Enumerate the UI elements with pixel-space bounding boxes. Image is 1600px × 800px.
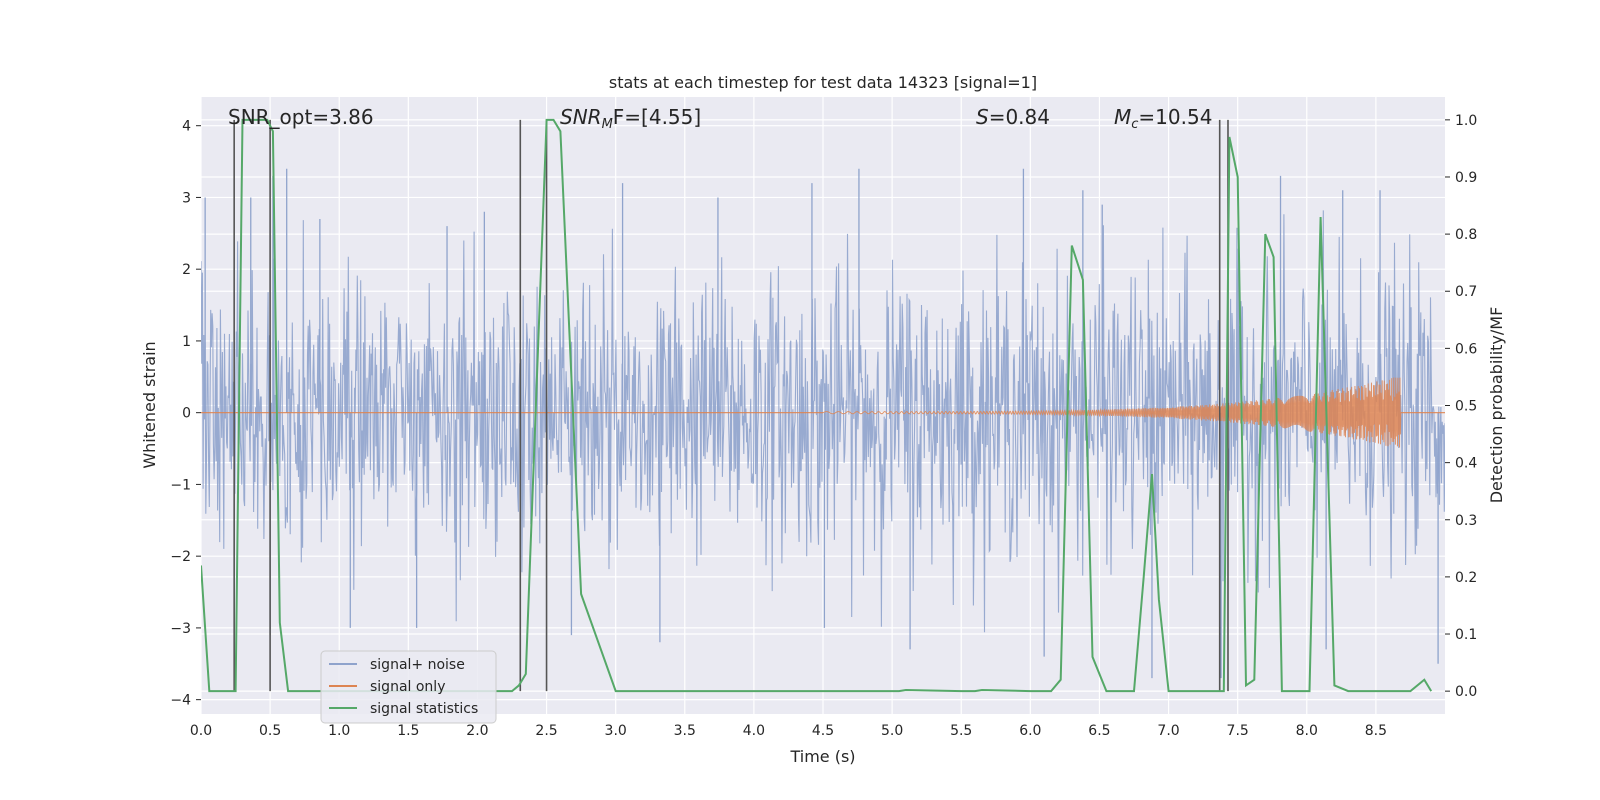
legend-label-signal-statistics: signal statistics	[370, 701, 478, 717]
x-tick-label-16: 8.0	[1296, 723, 1318, 739]
y-axis-ticks: −4 −3 −2 −1 0 1 2 3 4	[170, 119, 201, 709]
y-tick-label-6: 2	[182, 262, 191, 278]
x-tick-label-9: 4.5	[812, 723, 834, 739]
x-tick-label-11: 5.5	[950, 723, 972, 739]
legend-label-signal-noise: signal+ noise	[370, 657, 465, 673]
annotation-mc: Mc=10.54	[1114, 105, 1212, 132]
x-tick-label-0: 0.0	[190, 723, 212, 739]
x-tick-label-6: 3.0	[605, 723, 627, 739]
y2-tick-label-1: 0.1	[1455, 627, 1477, 643]
x-axis-label: Time (s)	[789, 747, 855, 766]
y2-tick-label-7: 0.7	[1455, 284, 1477, 300]
x-tick-label-5: 2.5	[535, 723, 557, 739]
x-tick-label-10: 5.0	[881, 723, 903, 739]
annotation-snr-mf: SNRMF=[4.55]	[560, 105, 701, 132]
y-tick-label-3: −1	[170, 477, 191, 493]
annotation-mc-main: M	[1114, 105, 1131, 129]
annotation-mc-sub: c	[1131, 117, 1138, 132]
y-tick-label-2: −2	[170, 549, 191, 565]
annotation-s-rest: =0.84	[989, 105, 1050, 129]
annotation-mc-rest: =10.54	[1138, 105, 1212, 129]
annotation-s-main: S	[976, 105, 989, 129]
y-tick-label-4: 0	[182, 406, 191, 422]
y2-tick-label-0: 0.0	[1455, 684, 1477, 700]
legend-box	[320, 650, 497, 724]
chirp-wave	[822, 377, 1402, 448]
x-tick-label-7: 3.5	[674, 723, 696, 739]
y-tick-label-8: 4	[182, 119, 191, 135]
x-tick-label-12: 6.0	[1019, 723, 1041, 739]
y2-axis-label: Detection probability/MF	[1487, 307, 1506, 504]
legend-label-signal-only: signal only	[370, 679, 445, 695]
y2-axis-ticks: 0.0 0.1 0.2 0.3 0.4 0.5 0.6 0.7 0.8 0.9 1.0	[1445, 113, 1477, 700]
y2-tick-label-2: 0.2	[1455, 570, 1477, 586]
annotation-snr-opt: SNR_opt=3.86	[228, 105, 374, 129]
x-axis-ticks: 0.0 0.5 1.0 1.5 2.0 2.5 3.0 3.5 4.0 4.5 5.0 5.5 6.0 6…	[190, 723, 1387, 739]
x-tick-label-15: 7.5	[1227, 723, 1249, 739]
annotation-snr-mf-main: SNR	[560, 105, 602, 129]
y2-tick-label-8: 0.8	[1455, 227, 1477, 243]
y2-tick-label-4: 0.4	[1455, 456, 1477, 472]
y2-tick-label-6: 0.6	[1455, 341, 1477, 357]
y2-tick-label-5: 0.5	[1455, 399, 1477, 415]
annotation-snr-mf-sub: M	[602, 117, 613, 132]
x-tick-label-14: 7.0	[1157, 723, 1179, 739]
y-axis-label: Whitened strain	[140, 341, 159, 468]
y-tick-label-5: 1	[182, 334, 191, 350]
y2-tick-label-3: 0.3	[1455, 513, 1477, 529]
annotation-s: S=0.84	[976, 105, 1050, 129]
y-tick-label-1: −3	[170, 621, 191, 637]
y2-tick-label-9: 0.9	[1455, 170, 1477, 186]
y-tick-label-7: 3	[182, 190, 191, 206]
noise-trace	[201, 210, 1445, 633]
legend: signal+ noise signal only signal statist…	[320, 650, 497, 724]
x-tick-label-2: 1.0	[328, 723, 350, 739]
x-tick-label-4: 2.0	[466, 723, 488, 739]
series-signal-noise	[201, 168, 1445, 679]
series-signal-only	[201, 377, 1445, 448]
chart-title: stats at each timestep for test data 143…	[609, 73, 1037, 92]
x-tick-label-1: 0.5	[259, 723, 281, 739]
x-tick-label-3: 1.5	[397, 723, 419, 739]
x-tick-label-17: 8.5	[1365, 723, 1387, 739]
x-tick-label-13: 6.5	[1088, 723, 1110, 739]
y2-tick-label-10: 1.0	[1455, 113, 1477, 129]
annotation-snr-mf-rest: F=[4.55]	[613, 105, 701, 129]
y-tick-label-0: −4	[170, 693, 191, 709]
x-tick-label-8: 4.0	[743, 723, 765, 739]
